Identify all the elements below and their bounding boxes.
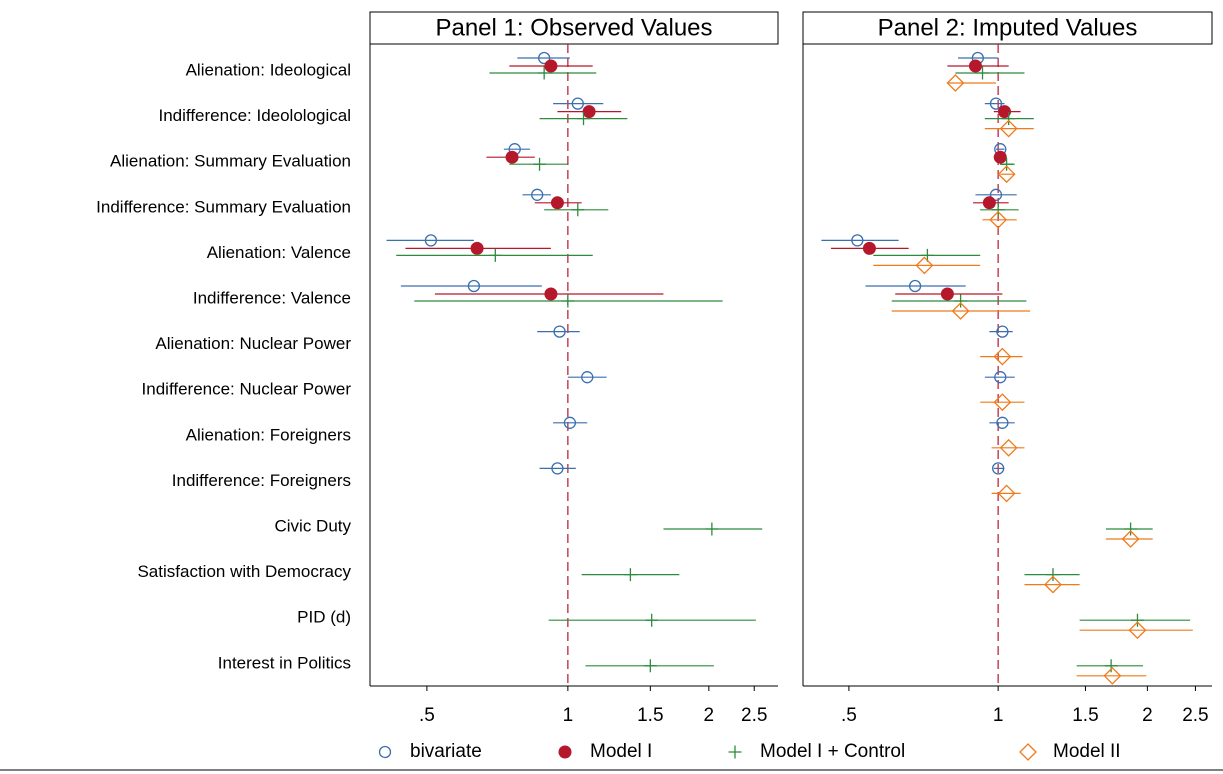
point	[982, 196, 996, 210]
point	[997, 165, 1016, 184]
legend-label: bivariate	[410, 741, 482, 762]
category-label: Alienation: Summary Evaluation	[110, 152, 351, 171]
category-label: Alienation: Ideological	[186, 60, 351, 79]
category-label: Indifference: Nuclear Power	[142, 380, 352, 399]
point	[851, 234, 864, 247]
point	[1103, 666, 1122, 685]
point	[563, 416, 577, 429]
point	[645, 613, 659, 627]
category-label: Alienation: Nuclear Power	[155, 334, 351, 353]
point	[561, 294, 575, 308]
point	[470, 241, 484, 255]
point	[968, 59, 982, 73]
x-tick-label: 1	[993, 705, 1004, 726]
point	[623, 568, 637, 582]
x-tick-label: 1	[563, 705, 574, 726]
panel-title: Panel 1: Observed Values	[435, 14, 712, 41]
category-label: PID (d)	[297, 608, 351, 627]
point	[998, 105, 1012, 119]
point	[976, 66, 990, 80]
point	[1104, 659, 1118, 673]
point	[997, 484, 1016, 503]
point	[946, 74, 965, 92]
panel-title-box	[802, 11, 1213, 45]
point	[558, 745, 572, 759]
point	[999, 438, 1018, 457]
point	[994, 371, 1007, 384]
point	[993, 347, 1012, 366]
point	[1121, 530, 1140, 548]
legend-label: Model I	[590, 741, 652, 762]
point	[424, 234, 438, 247]
point	[862, 241, 876, 255]
point	[553, 325, 566, 338]
point	[533, 157, 547, 171]
point	[551, 462, 564, 475]
legend-label: Model II	[1053, 741, 1121, 762]
panel-title: Panel 2: Imputed Values	[878, 14, 1138, 41]
point	[989, 188, 1003, 201]
point	[996, 325, 1009, 338]
point	[1002, 112, 1016, 126]
point	[378, 745, 392, 759]
point	[993, 150, 1007, 164]
point	[581, 371, 594, 384]
point	[544, 287, 558, 301]
point	[989, 97, 1003, 110]
category-label: Indifference: Ideolological	[159, 106, 352, 125]
point	[488, 248, 502, 262]
point	[1044, 575, 1062, 594]
point	[999, 119, 1018, 138]
point	[544, 59, 558, 73]
panel-title-box	[369, 11, 779, 45]
legend-label: Model I + Control	[760, 741, 905, 762]
point	[915, 256, 934, 275]
point	[989, 210, 1008, 229]
x-tick-label: .5	[841, 705, 857, 726]
point	[643, 659, 657, 673]
point	[1130, 613, 1144, 627]
category-label: Indifference: Foreigners	[172, 471, 351, 490]
point	[538, 51, 551, 65]
x-tick-label: 2	[1142, 705, 1153, 726]
point	[951, 302, 970, 320]
point	[1046, 568, 1060, 582]
category-label: Indifference: Summary Evaluation	[96, 197, 351, 216]
category-label: Interest in Politics	[218, 653, 351, 672]
point	[577, 112, 591, 126]
point	[537, 66, 551, 80]
point	[1128, 621, 1147, 640]
point	[1000, 157, 1014, 171]
point	[954, 294, 968, 308]
x-tick-label: 2	[704, 705, 715, 726]
point	[996, 416, 1009, 429]
x-tick-label: 2.5	[1182, 705, 1208, 726]
point	[505, 150, 519, 164]
point	[940, 287, 954, 301]
point	[1124, 522, 1138, 536]
x-tick-label: 2.5	[741, 705, 767, 726]
point	[908, 279, 922, 293]
category-label: Alienation: Valence	[207, 243, 351, 262]
x-tick-label: 1.5	[637, 705, 663, 726]
category-label: Indifference: Valence	[193, 288, 351, 307]
point	[531, 188, 544, 201]
category-label: Satisfaction with Democracy	[137, 562, 351, 581]
point	[582, 105, 596, 119]
point	[571, 203, 585, 217]
category-label: Civic Duty	[274, 516, 351, 535]
point	[705, 522, 719, 536]
x-tick-label: .5	[419, 705, 435, 726]
category-label: Alienation: Foreigners	[186, 425, 351, 444]
point	[550, 196, 564, 210]
point	[1019, 743, 1037, 761]
point	[991, 462, 1005, 475]
point	[571, 97, 584, 110]
point	[728, 745, 742, 759]
point	[993, 393, 1012, 412]
x-tick-label: 1.5	[1072, 705, 1098, 726]
point	[991, 203, 1005, 217]
point	[467, 279, 481, 293]
